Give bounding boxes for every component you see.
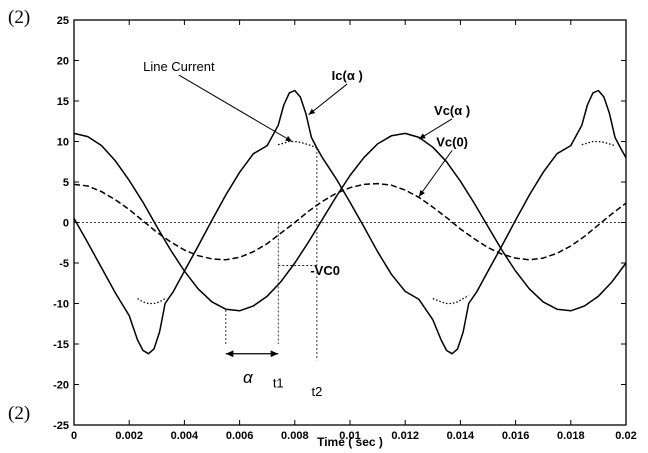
series-line-vc (73, 132, 627, 312)
x-axis-label: Time ( sec ) (317, 435, 383, 449)
corner-label-top: (2) (8, 7, 31, 28)
annot-minus-vc0-text: -VC0 (310, 263, 340, 278)
y-tick-label: 5 (63, 177, 69, 189)
series-line-ic (73, 89, 627, 355)
series-line-line-current (432, 294, 470, 305)
x-tick-label: 0.006 (226, 430, 254, 442)
y-tick-label: -5 (59, 258, 69, 270)
y-tick-label: -20 (53, 380, 69, 392)
x-tick-label: 0 (71, 430, 77, 442)
y-tick-label: 10 (57, 137, 69, 149)
annot-vc0-arrow (418, 150, 453, 197)
x-tick-label: 0.004 (171, 430, 199, 442)
annot-t1-text: t1 (273, 376, 284, 391)
annot-vc-alpha-text: Vc(α ) (434, 103, 470, 118)
x-tick-label: 0.014 (447, 430, 475, 442)
x-tick-label: 0.02 (615, 430, 636, 442)
annot-ic-alpha-arrow (308, 83, 348, 116)
y-tick-label: -10 (53, 299, 69, 311)
x-tick-label: 0.018 (557, 430, 585, 442)
y-tick-label: 0 (63, 218, 69, 230)
annot-ic-alpha-text: Ic(α ) (332, 68, 363, 83)
y-tick-label: 15 (57, 96, 69, 108)
annot-alpha-text: α (243, 368, 254, 387)
annot-line-current-text: Line Current (143, 59, 215, 74)
annot-vc-alpha-arrow (418, 118, 453, 140)
annot-t2-text: t2 (311, 384, 322, 399)
series-line-line-current (278, 140, 318, 149)
x-tick-label: 0.01 (339, 430, 360, 442)
series-line-vc-0 (73, 182, 627, 261)
y-tick-label: -15 (53, 339, 69, 351)
x-tick-label: 0.008 (281, 430, 309, 442)
y-tick-label: -25 (53, 420, 69, 432)
y-tick-label: 25 (57, 15, 69, 27)
corner-label-bottom: (2) (8, 403, 31, 424)
annot-line-current-arrow (178, 74, 293, 142)
series-line-line-current (137, 298, 166, 305)
x-tick-label: 0.012 (391, 430, 419, 442)
x-tick-label: 0.002 (115, 430, 143, 442)
series-line-line-current (581, 140, 616, 147)
x-tick-label: 0.016 (502, 430, 530, 442)
y-tick-label: 20 (57, 56, 69, 68)
annot-vc0-text: Vc(0) (436, 134, 468, 149)
